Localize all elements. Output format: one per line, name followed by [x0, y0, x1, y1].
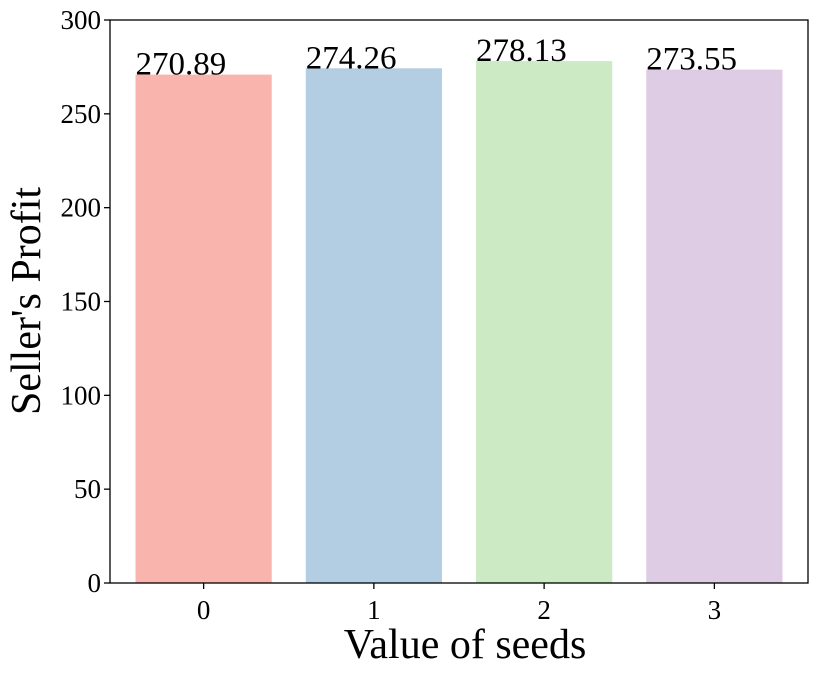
y-tick-label-50: 50 [74, 474, 101, 504]
y-tick-label-250: 250 [61, 99, 102, 129]
data-label-1: 274.26 [306, 40, 397, 76]
bar-3 [646, 69, 783, 584]
y-tick-label-150: 150 [61, 287, 102, 317]
x-tick-label-0: 0 [197, 595, 211, 625]
y-tick-label-0: 0 [88, 568, 102, 598]
x-tick-label-2: 2 [537, 595, 551, 625]
data-label-3: 273.55 [646, 42, 737, 78]
y-axis: 0 50 100 150 200 250 300 [61, 5, 110, 598]
y-axis-title: Seller's Profit [4, 187, 50, 415]
x-axis: 0 1 2 3 [197, 583, 721, 625]
bar-0 [135, 74, 272, 584]
data-label-0: 270.89 [136, 47, 227, 83]
x-tick-label-1: 1 [367, 595, 381, 625]
data-labels-group: 270.89 274.26 278.13 273.55 [136, 33, 737, 83]
y-tick-label-100: 100 [61, 380, 102, 410]
x-axis-title: Value of seeds [344, 622, 587, 668]
y-tick-label-300: 300 [61, 5, 102, 35]
x-tick-label-3: 3 [708, 595, 722, 625]
bar-2 [476, 61, 613, 583]
bars-group [135, 61, 783, 584]
data-label-2: 278.13 [476, 33, 567, 69]
y-tick-label-200: 200 [61, 193, 102, 223]
bar-1 [305, 68, 442, 583]
